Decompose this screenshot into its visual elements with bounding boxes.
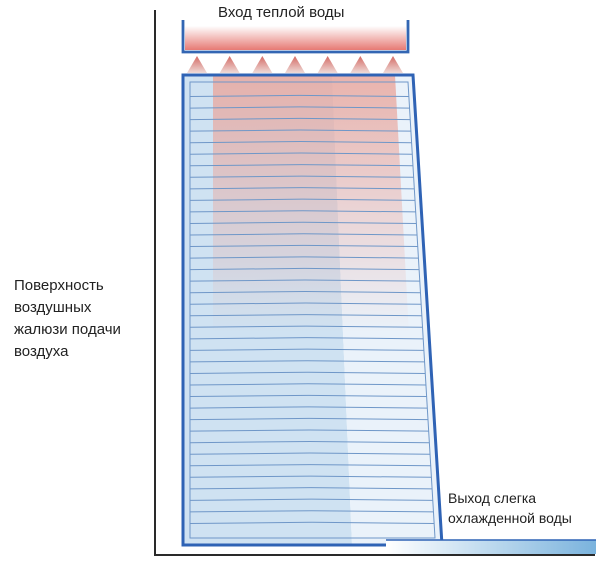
outflow-water [386,540,596,554]
label-louver-surface: Поверхностьвоздушныхжалюзи подачивоздуха [14,275,121,363]
label-inlet: Вход теплой воды [218,4,344,23]
warm-plume [213,75,409,334]
spray-nozzle [252,56,272,73]
label-outlet: Выход слегкаохлажденной воды [448,488,572,528]
spray-nozzle [285,56,305,73]
spray-nozzle [350,56,370,73]
spray-nozzle [383,56,403,73]
spray-nozzle [220,56,240,73]
inlet-water-fill [185,26,406,50]
spray-nozzle [318,56,338,73]
spray-nozzle [187,56,207,73]
